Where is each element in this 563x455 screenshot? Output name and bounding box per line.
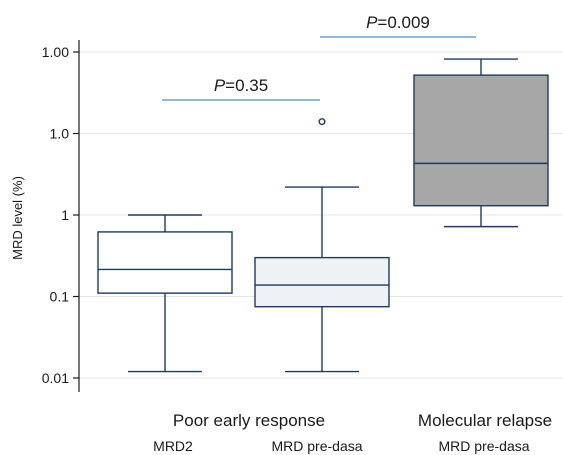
group-label: Poor early response bbox=[173, 411, 325, 430]
p-symbol: P bbox=[366, 13, 378, 32]
group-label: Molecular relapse bbox=[418, 411, 552, 430]
box-label: MRD pre-dasa bbox=[271, 438, 362, 454]
box-label: MRD pre-dasa bbox=[438, 438, 529, 454]
box-1 bbox=[97, 214, 233, 373]
box-label: MRD2 bbox=[153, 438, 193, 454]
y-tick-label: 0.01 bbox=[42, 370, 69, 386]
p-value: =0.009 bbox=[377, 13, 429, 32]
interquartile-box bbox=[413, 74, 549, 207]
y-tick-label: 0.1 bbox=[50, 289, 70, 305]
category-labels: Poor early response Molecular relapse MRD2… bbox=[153, 411, 552, 454]
y-tick-label: 1 bbox=[61, 207, 69, 223]
y-tick-label: 1.00 bbox=[42, 44, 69, 60]
boxes bbox=[97, 58, 549, 373]
comparison-brackets: P=0.35P=0.009 bbox=[162, 13, 476, 101]
y-ticks: 0.01 0.1 1 1.0 1.00 bbox=[42, 44, 79, 386]
p-value-label: P=0.009 bbox=[366, 13, 430, 32]
box-3 bbox=[413, 58, 549, 228]
p-symbol: P bbox=[214, 76, 226, 95]
p-value-label: P=0.35 bbox=[214, 76, 268, 95]
y-axis-title: MRD level (%) bbox=[10, 176, 25, 260]
box-2 bbox=[254, 118, 390, 373]
y-tick-label: 1.0 bbox=[50, 126, 70, 142]
p-value: =0.35 bbox=[225, 76, 268, 95]
outlier-point bbox=[318, 118, 326, 126]
interquartile-box bbox=[254, 256, 390, 308]
interquartile-box bbox=[97, 231, 233, 294]
